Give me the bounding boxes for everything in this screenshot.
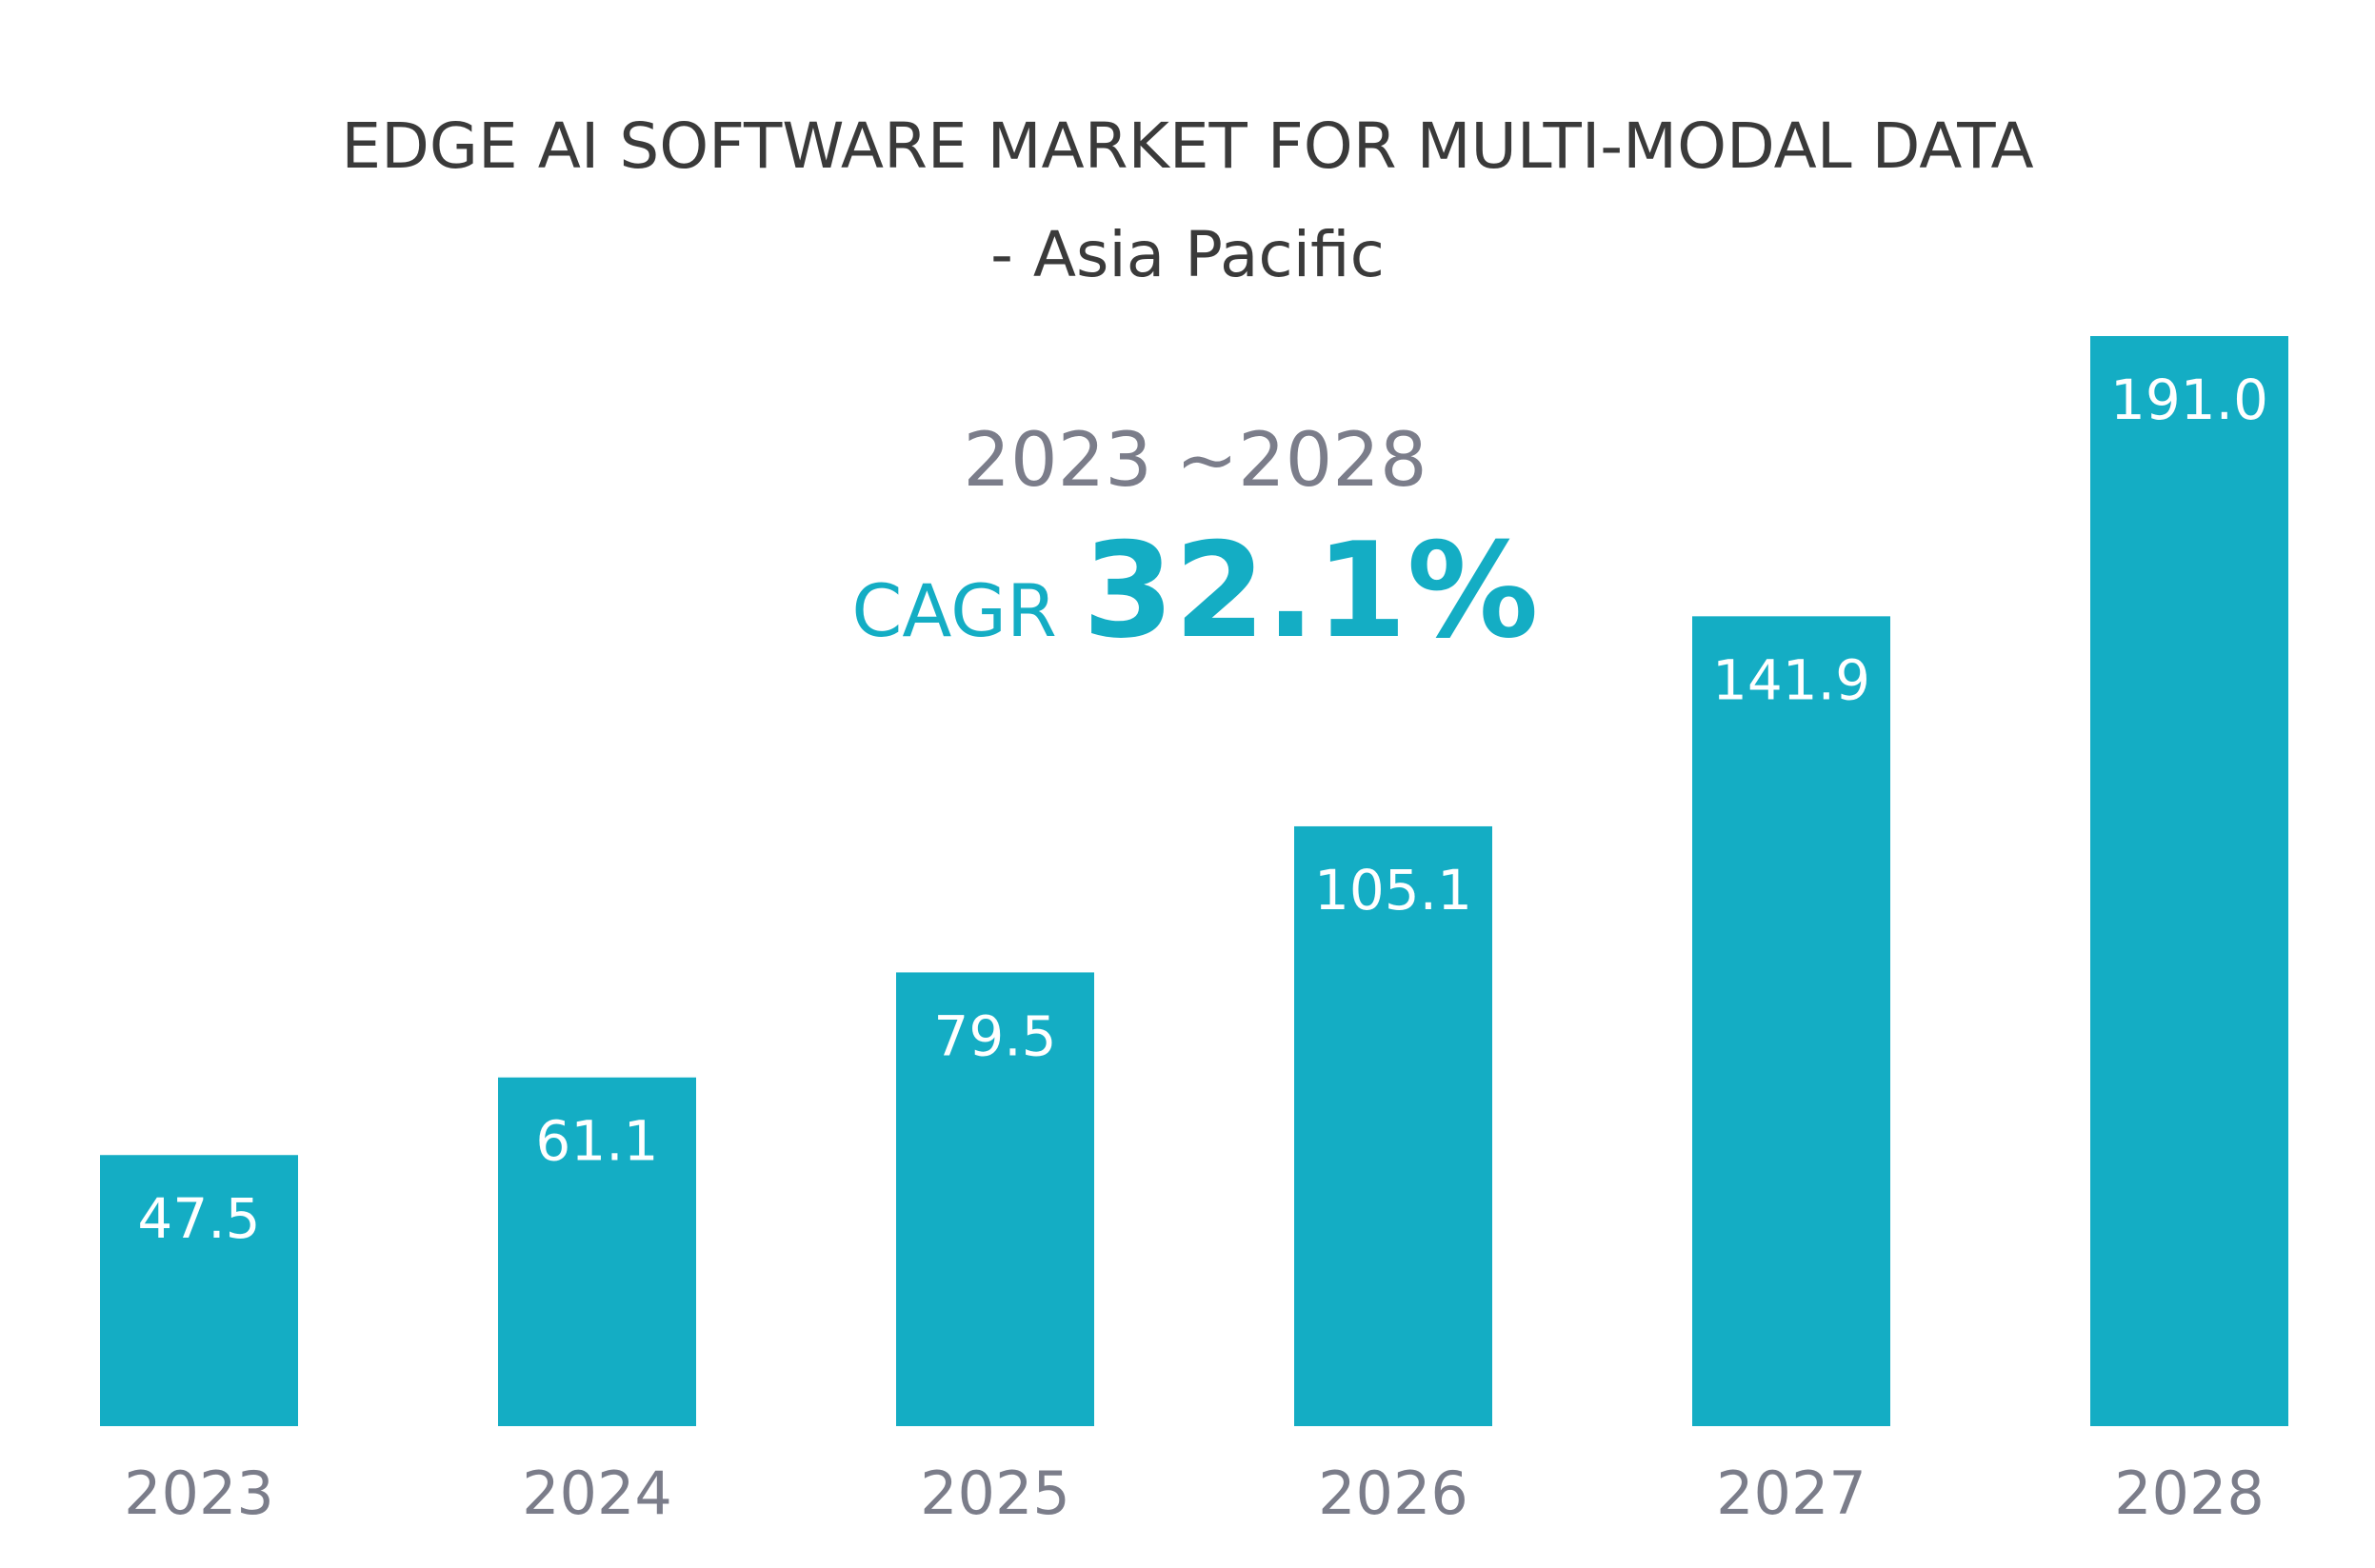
chart-title: EDGE AI SOFTWARE MARKET FOR MULTI-MODAL …	[341, 109, 2033, 183]
bar-value-label-2025: 79.5	[933, 1003, 1056, 1068]
bar-2025	[896, 972, 1094, 1426]
bar-series: 47.5 2023 61.1 2024 79.5 2025 105.1 2026 141.9 20…	[100, 336, 2288, 1528]
bar-value-label-2026: 105.1	[1314, 858, 1472, 923]
bar-2027	[1692, 616, 1890, 1426]
x-tick-label-2028: 2028	[2114, 1459, 2265, 1528]
x-tick-label-2023: 2023	[124, 1459, 274, 1528]
bar-value-label-2028: 191.0	[2110, 367, 2268, 432]
cagr-period: 2023 ~2028	[963, 418, 1427, 504]
bar-value-label-2027: 141.9	[1712, 647, 1870, 712]
bar-value-label-2023: 47.5	[137, 1186, 260, 1251]
x-tick-label-2027: 2027	[1716, 1459, 1866, 1528]
cagr-label: CAGR	[851, 568, 1056, 653]
bar-2028	[2090, 336, 2288, 1426]
x-tick-label-2024: 2024	[522, 1459, 672, 1528]
bar-2026	[1294, 825, 1492, 1426]
x-tick-label-2026: 2026	[1318, 1459, 1468, 1528]
cagr-annotation: CAGR 32.1%	[851, 514, 1538, 667]
bar-2024	[498, 1077, 696, 1426]
cagr-value: 32.1%	[1083, 514, 1539, 667]
bar-2023	[100, 1155, 298, 1426]
chart-subtitle: - Asia Pacific	[990, 218, 1385, 291]
x-tick-label-2025: 2025	[920, 1459, 1070, 1528]
bar-value-label-2024: 61.1	[535, 1109, 658, 1174]
